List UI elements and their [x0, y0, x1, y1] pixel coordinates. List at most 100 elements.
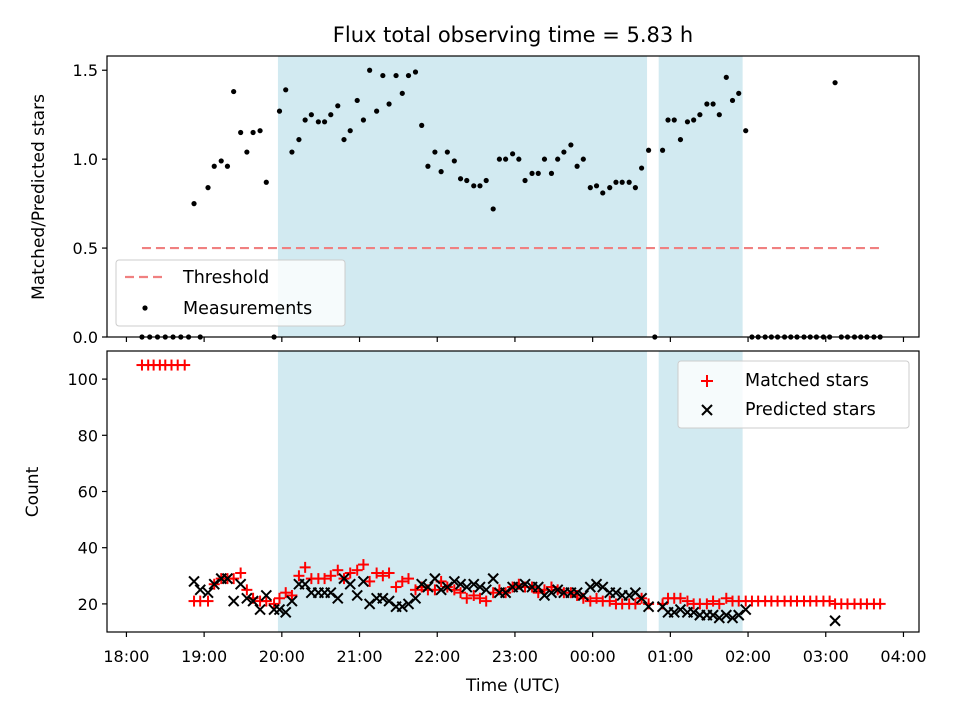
measurement-point: [716, 112, 722, 118]
bottom-panel: 20 40 60 80 100 18:00 19:00 20:00 21:00 22:00 23:…: [23, 350, 927, 696]
matched-star-marker: [274, 592, 286, 604]
top-legend: Threshold Measurements: [115, 259, 346, 327]
x-tick-label: 02:00: [725, 647, 771, 666]
predicted-star-marker: [740, 603, 752, 616]
matched-star-marker: [235, 567, 247, 579]
measurement-point: [347, 128, 353, 134]
predicted-star-marker: [422, 581, 434, 593]
predicted-star-marker: [642, 601, 655, 613]
predicted-star-marker: [707, 609, 719, 621]
matched-star-marker: [325, 570, 337, 582]
predicted-star-marker: [448, 575, 461, 588]
predicted-star-marker: [635, 592, 648, 604]
top-legend-box: [115, 259, 346, 327]
matched-star-marker: [228, 573, 240, 585]
predicted-star-marker: [234, 578, 247, 590]
legend-predicted-label: Predicted stars: [745, 400, 876, 420]
x-tick-label: 18:00: [103, 647, 149, 666]
predicted-star-marker: [610, 586, 622, 599]
measurement-point: [704, 101, 710, 107]
bottom-y-tick-label: 20: [78, 595, 98, 614]
bottom-legend-box: [677, 360, 910, 429]
measurement-point: [710, 101, 716, 107]
predicted-star-marker: [286, 595, 298, 607]
matched-star-marker: [461, 592, 473, 604]
predicted-star-marker: [241, 592, 253, 604]
measurement-point: [736, 90, 742, 96]
matched-star-marker: [364, 575, 376, 587]
predicted-star-marker: [829, 615, 841, 627]
measurement-point: [607, 185, 613, 191]
measurement-point: [503, 156, 509, 162]
predicted-star-marker: [188, 575, 200, 588]
matched-star-marker: [874, 598, 886, 610]
predicted-star-marker: [357, 575, 370, 588]
matched-star-marker: [280, 587, 292, 599]
predicted-star-marker: [254, 603, 266, 616]
matched-star-marker: [319, 573, 331, 585]
measurement-point: [729, 97, 736, 104]
matched-star-marker: [396, 575, 408, 587]
matched-star-marker: [480, 595, 492, 607]
bottom-y-axis-label: Count: [23, 466, 43, 517]
matched-star-marker: [674, 592, 686, 604]
predicted-star-marker: [468, 578, 480, 590]
measurement-point: [613, 179, 619, 185]
predicted-star-marker: [454, 578, 467, 590]
top-y-tick-label: 1.0: [73, 150, 98, 169]
measurement-point: [438, 169, 444, 175]
matched-star-marker: [332, 564, 344, 576]
measurement-point: [238, 129, 244, 136]
measurement-point: [516, 156, 522, 162]
measurement-point: [386, 101, 392, 107]
bottom-y-tick-label: 60: [78, 483, 98, 502]
measurement-point: [425, 163, 431, 169]
matched-star-marker: [468, 589, 480, 601]
predicted-star-marker: [202, 586, 214, 599]
x-tick-label: 21:00: [336, 647, 382, 666]
top-panel: 0.0 0.5 1.0 1.5 Matched/Predicted stars Thr…: [29, 55, 920, 347]
predicted-star-marker: [415, 578, 428, 590]
measurement-point: [296, 136, 302, 143]
matched-star-marker: [383, 567, 395, 579]
predicted-star-marker: [623, 589, 635, 602]
predicted-star-marker: [571, 586, 583, 599]
matched-star-marker: [241, 584, 253, 596]
x-tick-label: 19:00: [181, 647, 227, 666]
predicted-star-marker: [344, 578, 356, 590]
measurement-point: [393, 72, 399, 79]
predicted-star-marker: [668, 606, 680, 619]
x-tick-label: 20:00: [259, 647, 305, 666]
predicted-star-marker: [332, 592, 344, 604]
predicted-star-marker: [396, 601, 408, 613]
measurement-point: [477, 183, 483, 189]
measurement-point: [587, 185, 593, 191]
measurement-point: [341, 136, 347, 143]
predicted-star-marker: [551, 584, 564, 596]
matched-star-marker: [351, 564, 363, 576]
measurement-point: [354, 97, 360, 104]
top-plot-frame: [106, 55, 920, 338]
measurement-point: [405, 72, 412, 79]
predicted-star-marker: [461, 581, 473, 593]
matched-star-marker: [202, 595, 214, 607]
predicted-star-marker: [532, 581, 544, 593]
measurement-point: [665, 117, 671, 123]
measurement-point: [677, 136, 684, 143]
measurement-point: [619, 179, 625, 185]
measurement-point: [321, 119, 328, 125]
measurement-point: [490, 206, 496, 212]
measurement-point: [600, 190, 606, 196]
measurement-point: [412, 69, 419, 75]
measurement-point: [367, 67, 373, 73]
measurement-point: [471, 183, 477, 189]
matched-star-marker: [344, 567, 356, 579]
measurement-point: [432, 149, 438, 155]
measurement-point: [522, 177, 528, 184]
measurement-point: [568, 142, 574, 148]
matched-star-marker: [357, 559, 369, 571]
measurement-point: [211, 163, 217, 169]
measurement-point: [360, 117, 367, 123]
predicted-star-marker: [299, 578, 311, 590]
